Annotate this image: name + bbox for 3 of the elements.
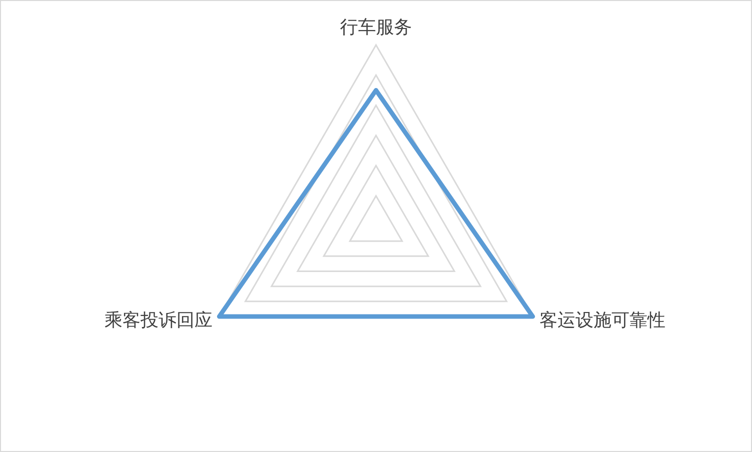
spoke-label: 客运设施可靠性 (540, 310, 666, 331)
spoke-label: 行车服务 (340, 17, 412, 38)
spoke-label: 乘客投诉回应 (104, 310, 212, 331)
